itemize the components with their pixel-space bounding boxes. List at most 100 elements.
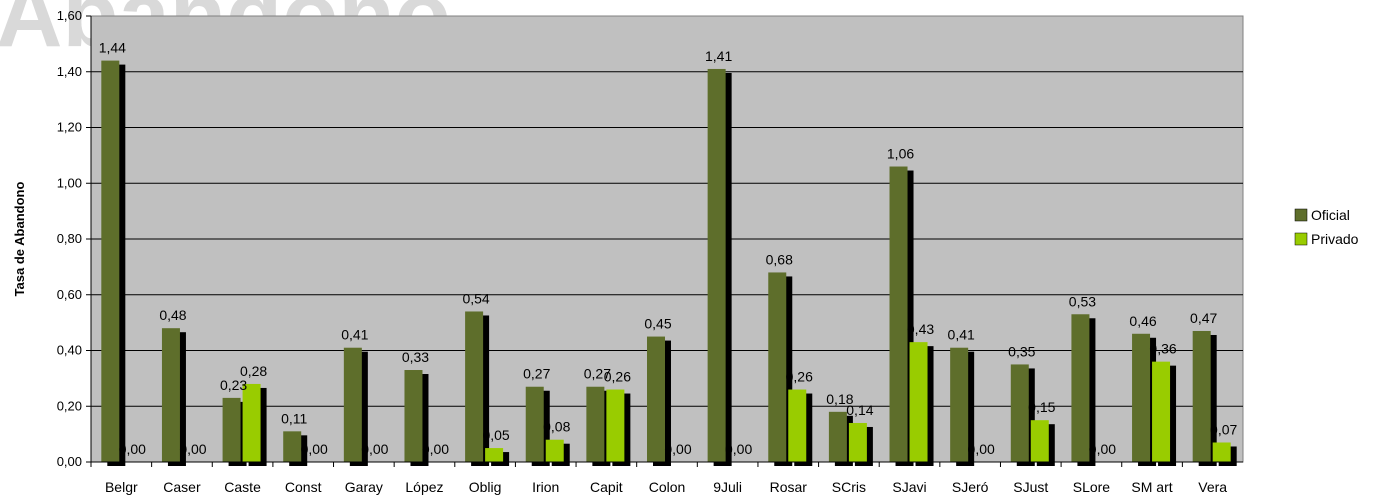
data-label: 0,05 xyxy=(482,427,509,443)
data-label: 0,07 xyxy=(1210,421,1237,437)
data-label: 0,00 xyxy=(301,441,328,457)
bar-oficial xyxy=(283,431,302,462)
bar-oficial xyxy=(950,347,969,462)
y-axis-label: Tasa de Abandono xyxy=(12,182,27,297)
data-label: 0,00 xyxy=(361,441,388,457)
bar-oficial xyxy=(404,370,423,462)
bar-oficial xyxy=(161,328,180,462)
bar-oficial xyxy=(525,386,544,462)
data-label: 0,08 xyxy=(543,419,570,435)
data-label: 0,53 xyxy=(1069,293,1096,309)
data-labels: 1,44 0,00 0,48 0,00 0,230,28 0,11 0,00 0,41 0,00… xyxy=(99,40,1238,457)
data-label: 0,41 xyxy=(341,327,368,343)
legend-swatch xyxy=(1294,208,1308,222)
bars xyxy=(101,60,1237,467)
x-tick-label: Garay xyxy=(345,479,383,495)
data-label: 0,00 xyxy=(179,441,206,457)
data-label: 0,15 xyxy=(1028,399,1055,415)
legend-label: Oficial xyxy=(1311,207,1350,223)
legend: Oficial Privado xyxy=(1294,207,1359,247)
bar-oficial xyxy=(1010,364,1029,462)
bar-oficial xyxy=(101,60,120,462)
bar-oficial xyxy=(707,68,726,463)
bar-oficial xyxy=(889,166,908,462)
data-label: 0,14 xyxy=(846,402,873,418)
x-tick-label: SJeró xyxy=(952,479,989,495)
axes: 0,00 0,20 0,40 0,60 0,80 1,00 1,20 1,40 1,60 Belg… xyxy=(57,8,1243,495)
bar-oficial xyxy=(828,411,847,462)
data-label: 0,27 xyxy=(523,366,550,382)
grid-lines xyxy=(91,71,1243,407)
y-tick-label: 1,60 xyxy=(57,8,82,23)
bar-privado xyxy=(606,389,625,462)
data-label: 0,43 xyxy=(907,321,934,337)
data-label: 0,23 xyxy=(220,377,247,393)
data-label: 0,48 xyxy=(159,307,186,323)
x-tick-label: Irion xyxy=(532,479,559,495)
data-label: 0,33 xyxy=(402,349,429,365)
bar-oficial xyxy=(1192,330,1211,462)
data-label: 1,44 xyxy=(99,40,126,56)
x-tick-label: Belgr xyxy=(105,479,138,495)
bar-oficial xyxy=(1132,333,1151,462)
data-label: 1,41 xyxy=(705,48,732,64)
bar-privado xyxy=(545,439,564,462)
y-tick-label: 0,20 xyxy=(57,398,82,413)
y-tick-label: 0,00 xyxy=(57,454,82,469)
data-label: 0,00 xyxy=(725,441,752,457)
bar-privado xyxy=(788,389,807,462)
bar-privado xyxy=(909,342,928,462)
x-tick-label: SCris xyxy=(832,479,866,495)
data-label: 0,00 xyxy=(968,441,995,457)
data-label: 0,45 xyxy=(644,316,671,332)
data-label: 0,47 xyxy=(1190,310,1217,326)
y-tick-label: 0,40 xyxy=(57,343,82,358)
y-tick-label: 1,00 xyxy=(57,175,82,190)
x-tick-label: López xyxy=(405,479,443,495)
bar-privado xyxy=(1152,361,1171,462)
legend-swatch xyxy=(1294,232,1308,246)
bar-oficial xyxy=(222,397,241,462)
data-label: 0,28 xyxy=(240,363,267,379)
bar-oficial xyxy=(647,336,665,462)
data-label: 0,26 xyxy=(786,369,813,385)
x-tick-label: Caste xyxy=(224,479,261,495)
data-label: 1,06 xyxy=(887,146,914,162)
y-tick-label: 0,80 xyxy=(57,231,82,246)
bar-privado xyxy=(485,448,504,462)
x-tick-label: SM art xyxy=(1131,479,1172,495)
x-tick-label: Const xyxy=(285,479,322,495)
data-label: 0,35 xyxy=(1008,343,1035,359)
x-tick-label: 9Juli xyxy=(713,479,742,495)
bar-oficial xyxy=(1071,314,1090,462)
x-tick-label: Rosar xyxy=(770,479,808,495)
data-label: 0,26 xyxy=(604,369,631,385)
x-tick-label: Oblig xyxy=(469,479,502,495)
x-tick-label: Vera xyxy=(1198,479,1227,495)
x-tick-label: SJust xyxy=(1013,479,1048,495)
data-label: 0,46 xyxy=(1129,313,1156,329)
bar-privado xyxy=(1212,442,1231,462)
data-label: 0,27 xyxy=(584,366,611,382)
y-tick-label: 1,20 xyxy=(57,120,82,135)
x-tick-label: Colon xyxy=(649,479,686,495)
y-tick-label: 0,60 xyxy=(57,287,82,302)
data-label: 0,41 xyxy=(948,327,975,343)
data-label: 0,00 xyxy=(1089,441,1116,457)
data-label: 0,18 xyxy=(826,391,853,407)
legend-label: Privado xyxy=(1311,231,1359,247)
bar-oficial xyxy=(465,311,484,462)
y-tick-label: 1,40 xyxy=(57,64,82,79)
x-tick-label: Capit xyxy=(590,479,623,495)
x-tick-label: SLore xyxy=(1073,479,1111,495)
data-label: 0,68 xyxy=(766,251,793,267)
x-tick-label: Caser xyxy=(163,479,201,495)
data-label: 0,00 xyxy=(664,441,691,457)
bar-privado xyxy=(1030,420,1049,462)
data-label: 0,00 xyxy=(422,441,449,457)
data-label: 0,36 xyxy=(1149,341,1176,357)
bar-oficial xyxy=(768,272,787,462)
bar-privado xyxy=(848,422,867,462)
